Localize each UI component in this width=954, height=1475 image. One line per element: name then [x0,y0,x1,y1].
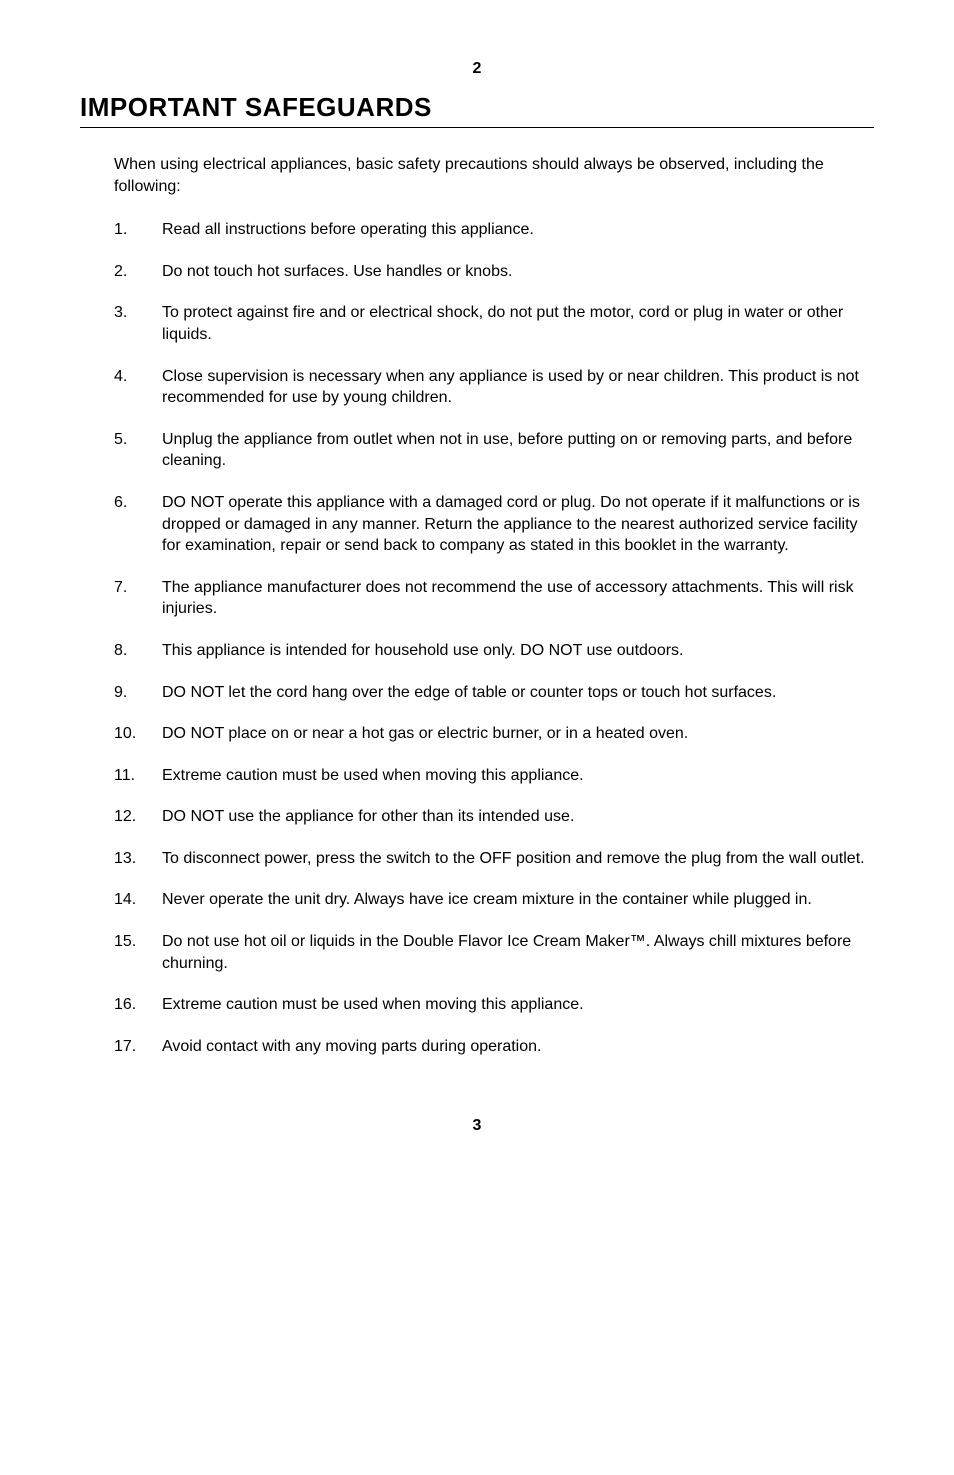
item-text: Do not use hot oil or liquids in the Dou… [162,931,874,974]
document-page: 2 IMPORTANT SAFEGUARDS When using electr… [0,0,954,1475]
list-item: 1. Read all instructions before operatin… [114,219,874,241]
item-number: 4. [114,366,162,409]
item-number: 17. [114,1036,162,1058]
item-text: Extreme caution must be used when moving… [162,994,874,1016]
list-item: 6. DO NOT operate this appliance with a … [114,492,874,557]
item-text: Close supervision is necessary when any … [162,366,874,409]
item-text: Never operate the unit dry. Always have … [162,889,874,911]
item-number: 13. [114,848,162,870]
item-text: Read all instructions before operating t… [162,219,874,241]
list-item: 7. The appliance manufacturer does not r… [114,577,874,620]
item-number: 15. [114,931,162,974]
list-item: 13. To disconnect power, press the switc… [114,848,874,870]
item-number: 6. [114,492,162,557]
item-text: Do not touch hot surfaces. Use handles o… [162,261,874,283]
item-text: The appliance manufacturer does not reco… [162,577,874,620]
page-number-top: 2 [80,60,874,78]
item-number: 11. [114,765,162,787]
item-number: 12. [114,806,162,828]
item-text: DO NOT place on or near a hot gas or ele… [162,723,874,745]
item-number: 7. [114,577,162,620]
list-item: 8. This appliance is intended for househ… [114,640,874,662]
item-number: 5. [114,429,162,472]
list-item: 14. Never operate the unit dry. Always h… [114,889,874,911]
list-item: 16. Extreme caution must be used when mo… [114,994,874,1016]
item-text: DO NOT use the appliance for other than … [162,806,874,828]
item-number: 2. [114,261,162,283]
list-item: 4. Close supervision is necessary when a… [114,366,874,409]
item-text: To protect against fire and or electrica… [162,302,874,345]
list-item: 10. DO NOT place on or near a hot gas or… [114,723,874,745]
item-text: Unplug the appliance from outlet when no… [162,429,874,472]
item-text: This appliance is intended for household… [162,640,874,662]
item-number: 14. [114,889,162,911]
list-item: 15. Do not use hot oil or liquids in the… [114,931,874,974]
item-number: 1. [114,219,162,241]
item-text: DO NOT operate this appliance with a dam… [162,492,874,557]
page-number-bottom: 3 [80,1117,874,1135]
list-item: 3. To protect against fire and or electr… [114,302,874,345]
safeguards-list: 1. Read all instructions before operatin… [114,219,874,1057]
list-item: 9. DO NOT let the cord hang over the edg… [114,682,874,704]
list-item: 5. Unplug the appliance from outlet when… [114,429,874,472]
item-text: DO NOT let the cord hang over the edge o… [162,682,874,704]
item-text: Extreme caution must be used when moving… [162,765,874,787]
item-text: To disconnect power, press the switch to… [162,848,874,870]
item-number: 10. [114,723,162,745]
item-number: 8. [114,640,162,662]
list-item: 11. Extreme caution must be used when mo… [114,765,874,787]
item-number: 3. [114,302,162,345]
list-item: 17. Avoid contact with any moving parts … [114,1036,874,1058]
page-title: IMPORTANT SAFEGUARDS [80,92,874,128]
list-item: 12. DO NOT use the appliance for other t… [114,806,874,828]
intro-paragraph: When using electrical appliances, basic … [114,154,874,197]
item-number: 16. [114,994,162,1016]
list-item: 2. Do not touch hot surfaces. Use handle… [114,261,874,283]
item-text: Avoid contact with any moving parts duri… [162,1036,874,1058]
item-number: 9. [114,682,162,704]
